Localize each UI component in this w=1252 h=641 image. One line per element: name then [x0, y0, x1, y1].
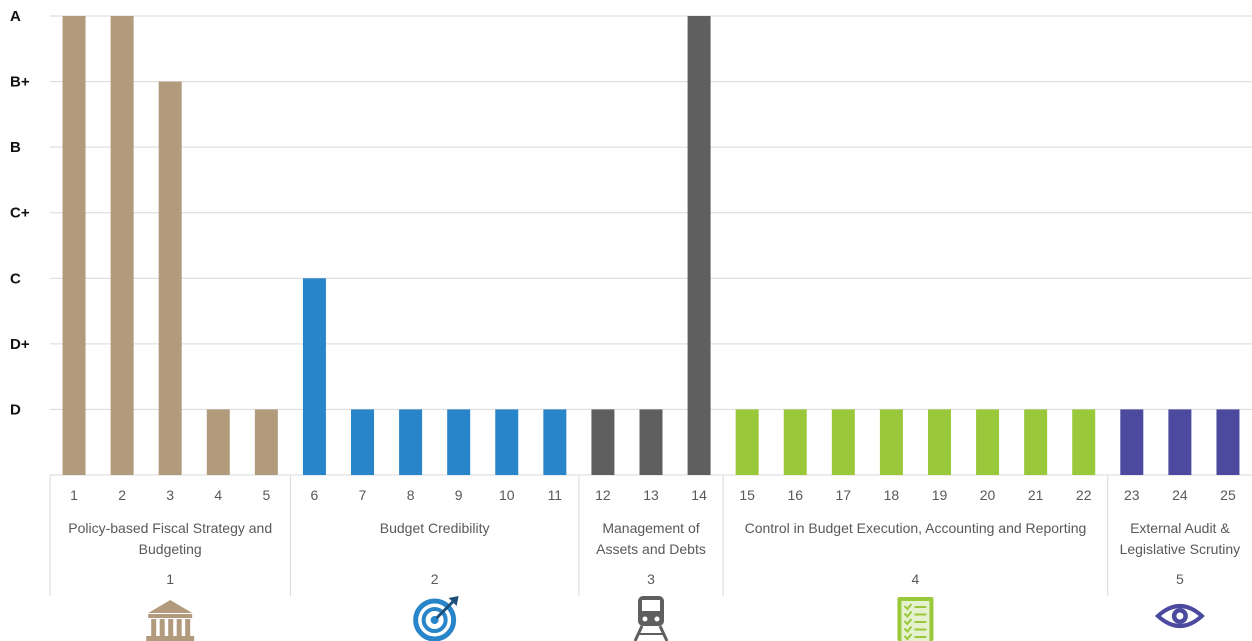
- bar-indicator-15: [735, 409, 759, 475]
- group-number: 4: [912, 571, 920, 587]
- group-label: Assets and Debts: [596, 541, 706, 557]
- y-tick-label: C: [10, 270, 21, 287]
- bar-indicator-7: [351, 409, 375, 475]
- y-axis-tick-labels: D D+ C C+ B B+ A: [10, 8, 30, 418]
- eye-icon: [1154, 604, 1205, 628]
- bar-indicator-9: [447, 409, 471, 475]
- x-tick-label: 3: [166, 487, 174, 503]
- bar-indicator-5: [254, 409, 278, 475]
- x-tick-label: 8: [407, 487, 415, 503]
- x-tick-label: 24: [1172, 487, 1188, 503]
- group-icons: [146, 596, 1205, 641]
- x-tick-label: 20: [980, 487, 996, 503]
- bar-indicator-19: [927, 409, 951, 475]
- bar-indicator-8: [399, 409, 423, 475]
- bar-indicator-24: [1168, 409, 1192, 475]
- x-tick-label: 7: [359, 487, 367, 503]
- x-tick-label: 5: [262, 487, 270, 503]
- y-tick-label: D+: [10, 336, 30, 353]
- gridlines: [50, 15, 1252, 476]
- group-label: Management of: [602, 520, 699, 536]
- bar-indicator-3: [158, 81, 182, 476]
- x-tick-label: 13: [643, 487, 659, 503]
- bar-indicator-17: [831, 409, 855, 475]
- bar-indicator-2: [110, 16, 134, 475]
- x-tick-label: 4: [214, 487, 222, 503]
- x-tick-label: 2: [118, 487, 126, 503]
- bar-indicator-13: [639, 409, 663, 475]
- bars: [62, 16, 1240, 476]
- group-number: 2: [431, 571, 439, 587]
- x-tick-label: 22: [1076, 487, 1092, 503]
- group-number: 3: [647, 571, 655, 587]
- x-tick-label: 19: [932, 487, 948, 503]
- train-icon: [633, 596, 669, 641]
- group-label: Budgeting: [139, 541, 202, 557]
- y-tick-label: D: [10, 401, 21, 418]
- group-label: Legislative Scrutiny: [1120, 541, 1241, 557]
- bar-indicator-25: [1216, 409, 1240, 475]
- group-label: Control in Budget Execution, Accounting …: [745, 520, 1087, 536]
- group-number: 1: [166, 571, 174, 587]
- x-tick-label: 18: [884, 487, 900, 503]
- bar-indicator-21: [1024, 409, 1048, 475]
- bar-indicator-14: [687, 16, 711, 475]
- x-tick-label: 9: [455, 487, 463, 503]
- x-tick-label: 21: [1028, 487, 1044, 503]
- x-axis: 1 2 3 4 5 6 7 8 9 10 11 12 13 14 15 16 17 18 19 20 21 22 23 24 2…: [49, 475, 1241, 596]
- y-tick-label: B+: [10, 74, 30, 91]
- checklist-icon: [897, 597, 934, 641]
- target-icon: [413, 596, 459, 641]
- y-tick-label: A: [10, 8, 21, 25]
- bar-indicator-18: [879, 409, 903, 475]
- bar-indicator-6: [302, 278, 326, 475]
- x-tick-label: 12: [595, 487, 611, 503]
- bar-indicator-16: [783, 409, 807, 475]
- x-tick-label: 15: [739, 487, 755, 503]
- x-tick-label: 11: [548, 487, 563, 503]
- x-tick-label: 25: [1220, 487, 1236, 503]
- bar-indicator-22: [1072, 409, 1096, 475]
- bar-indicator-23: [1120, 409, 1144, 475]
- y-tick-label: C+: [10, 205, 30, 222]
- group-label: External Audit &: [1130, 520, 1230, 536]
- bar-indicator-12: [591, 409, 615, 475]
- x-tick-label: 10: [499, 487, 515, 503]
- bar-indicator-11: [543, 409, 567, 475]
- group-number: 5: [1176, 571, 1184, 587]
- y-tick-label: B: [10, 139, 21, 156]
- x-tick-label: 1: [70, 487, 78, 503]
- bank-building-icon: [146, 600, 195, 641]
- x-tick-label: 16: [787, 487, 803, 503]
- x-tick-label: 14: [691, 487, 707, 503]
- x-tick-label: 23: [1124, 487, 1140, 503]
- bar-indicator-10: [495, 409, 519, 475]
- group-label: Policy-based Fiscal Strategy and: [68, 520, 272, 536]
- group-label: Budget Credibility: [380, 520, 490, 536]
- bar-indicator-1: [62, 16, 86, 475]
- x-tick-label: 17: [836, 487, 852, 503]
- x-tick-label: 6: [311, 487, 319, 503]
- bar-indicator-20: [976, 409, 1000, 475]
- bar-indicator-4: [206, 409, 230, 475]
